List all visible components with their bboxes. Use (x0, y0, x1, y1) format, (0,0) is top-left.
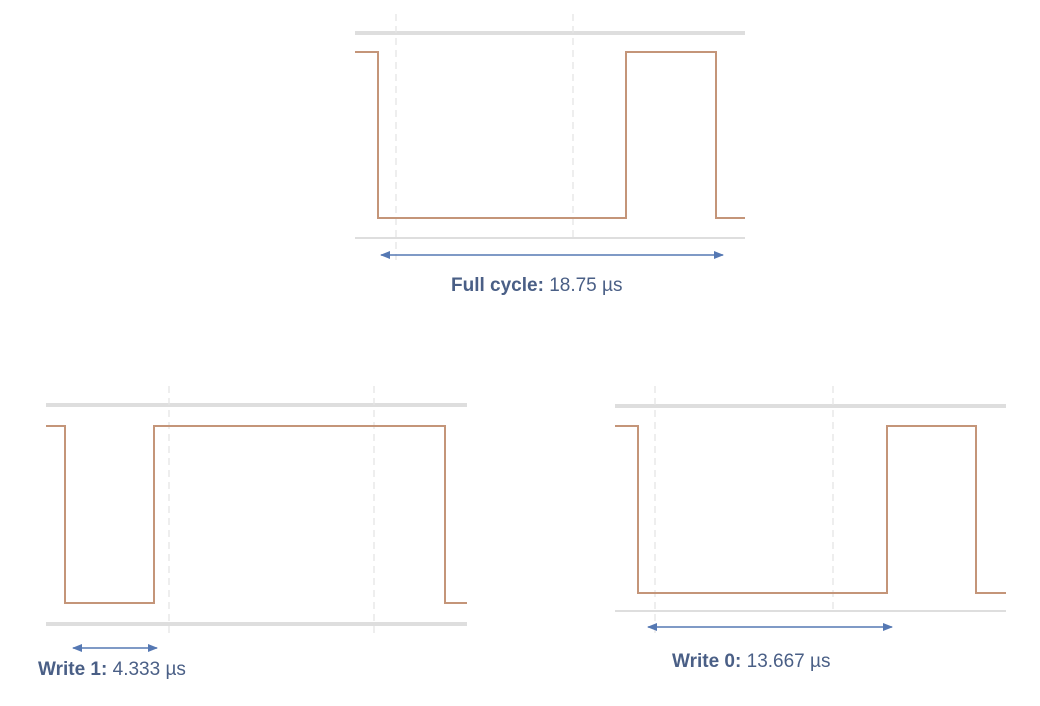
caption-value: 18.75 µs (549, 275, 623, 296)
full-cycle-diagram (355, 14, 745, 260)
caption-label: Write 1: (38, 659, 108, 680)
write-1-caption: Write 1: 4.333 µs (38, 659, 186, 681)
write-1-diagram (46, 386, 467, 652)
full-cycle-caption: Full cycle: 18.75 µs (451, 275, 622, 297)
caption-value: 4.333 µs (112, 659, 186, 680)
signal-waveform (355, 51, 745, 219)
signal-waveform (46, 425, 467, 604)
signal-waveform (615, 425, 1006, 594)
caption-label: Full cycle: (451, 275, 544, 296)
caption-value: 13.667 µs (746, 651, 831, 672)
write-0-caption: Write 0: 13.667 µs (672, 651, 830, 673)
write-0-diagram (615, 386, 1006, 634)
caption-label: Write 0: (672, 651, 742, 672)
